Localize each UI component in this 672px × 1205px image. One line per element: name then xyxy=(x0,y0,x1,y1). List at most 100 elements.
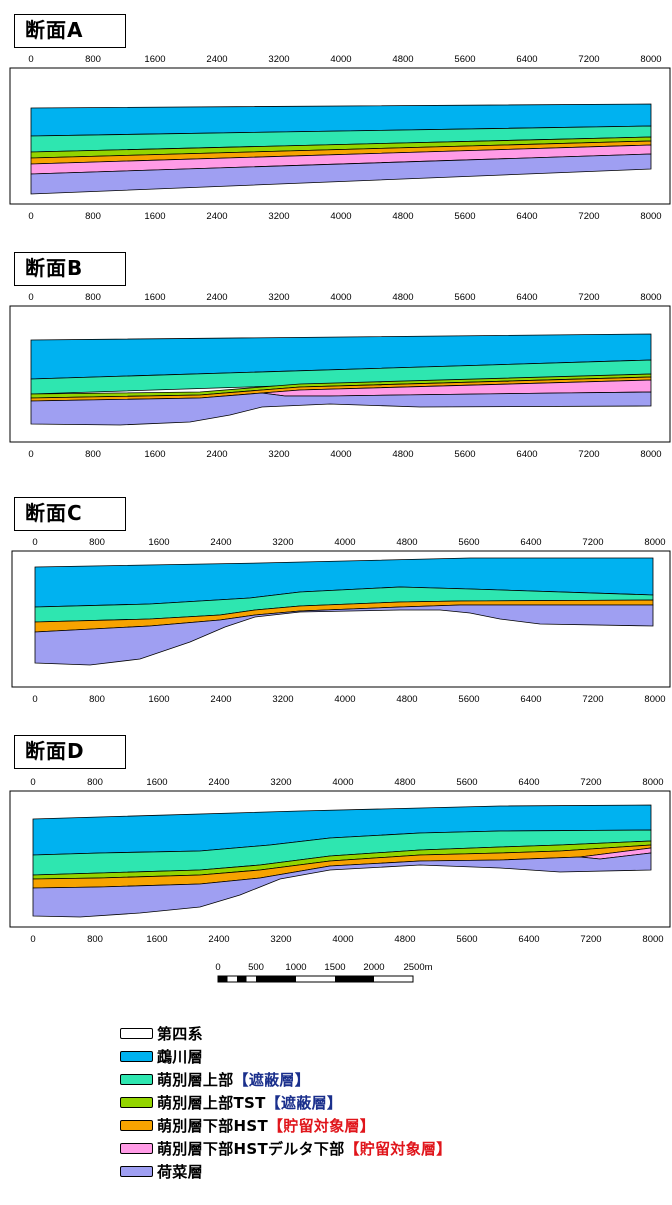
tick-label: 4800 xyxy=(392,54,413,65)
tick-label: 800 xyxy=(85,292,101,303)
tick-label: 800 xyxy=(85,211,101,222)
tick-label: 800 xyxy=(87,934,103,945)
legend-item: 萌別層上部TST 【遮蔽層】 xyxy=(120,1091,640,1114)
tick-label: 2400 xyxy=(210,694,231,705)
section-a-panel: 断面A 0 800 1600 2400 3200 4000 4800 5600 … xyxy=(0,14,672,222)
legend-swatch-unosgawa xyxy=(120,1051,153,1062)
legend-item: 萌別層上部 【遮蔽層】 xyxy=(120,1068,640,1091)
tick-label: 6400 xyxy=(516,211,537,222)
tick-label: 3200 xyxy=(268,449,289,460)
legend-item: 鵡川層 xyxy=(120,1045,640,1068)
tick-label: 0 xyxy=(28,54,33,65)
bottom-axis: 0 800 1600 2400 3200 4000 4800 5600 6400… xyxy=(28,449,661,460)
tick-label: 8000 xyxy=(642,934,663,945)
top-axis: 0 800 1600 2400 3200 4000 4800 5600 6400… xyxy=(30,777,663,788)
legend-label: 萌別層下部HST xyxy=(157,1117,268,1135)
legend-label: 萌別層上部 xyxy=(157,1071,234,1089)
scale-label: 500 xyxy=(248,962,264,973)
tick-label: 800 xyxy=(89,537,105,548)
tick-label: 4000 xyxy=(330,449,351,460)
scale-bar-segments xyxy=(217,975,414,983)
tick-label: 1600 xyxy=(144,449,165,460)
legend-swatch-upper-tst xyxy=(120,1097,153,1108)
tick-label: 6400 xyxy=(520,694,541,705)
tick-label: 8000 xyxy=(640,54,661,65)
tick-label: 1600 xyxy=(144,211,165,222)
legend: 第四系 鵡川層 萌別層上部 【遮蔽層】 萌別層上部TST 【遮蔽層】 萌別層下部… xyxy=(120,1022,640,1183)
section-d-panel: 断面D 0 800 1600 2400 3200 4000 4800 5600 … xyxy=(0,735,672,945)
tick-label: 2400 xyxy=(210,537,231,548)
legend-item: 萌別層下部HSTデルタ下部 【貯留対象層】 xyxy=(120,1137,640,1160)
tick-label: 3200 xyxy=(268,292,289,303)
tick-label: 4800 xyxy=(396,694,417,705)
legend-label: 萌別層下部HSTデルタ下部 xyxy=(157,1140,345,1158)
section-title: 断面A xyxy=(14,14,126,48)
tick-label: 3200 xyxy=(268,211,289,222)
legend-item: 第四系 xyxy=(120,1022,640,1045)
tick-label: 0 xyxy=(32,694,37,705)
top-axis: 0 800 1600 2400 3200 4000 4800 5600 6400… xyxy=(28,292,661,303)
tick-label: 2400 xyxy=(206,211,227,222)
layer-kana xyxy=(34,604,654,666)
tick-label: 0 xyxy=(28,292,33,303)
tick-label: 4800 xyxy=(392,211,413,222)
tick-label: 1600 xyxy=(148,537,169,548)
scale-label: 1000 xyxy=(285,962,306,973)
tick-label: 7200 xyxy=(578,54,599,65)
scale-label: 1500 xyxy=(324,962,345,973)
top-axis: 0 800 1600 2400 3200 4000 4800 5600 6400… xyxy=(28,54,661,65)
layer-kana xyxy=(30,391,652,426)
tick-label: 4000 xyxy=(330,292,351,303)
tick-label: 4000 xyxy=(334,694,355,705)
tick-label: 6400 xyxy=(516,292,537,303)
tick-label: 4800 xyxy=(392,449,413,460)
tick-label: 7200 xyxy=(580,934,601,945)
legend-tag: 【貯留対象層】 xyxy=(268,1117,376,1135)
bottom-axis: 0 800 1600 2400 3200 4000 4800 5600 6400… xyxy=(30,934,663,945)
tick-label: 4800 xyxy=(396,537,417,548)
tick-label: 7200 xyxy=(582,537,603,548)
section-b-panel: 断面B 0 800 1600 2400 3200 4000 4800 5600 … xyxy=(0,252,672,460)
legend-swatch-upper xyxy=(120,1074,153,1085)
tick-label: 8000 xyxy=(644,694,665,705)
legend-item: 萌別層下部HST 【貯留対象層】 xyxy=(120,1114,640,1137)
tick-label: 800 xyxy=(89,694,105,705)
tick-label: 7200 xyxy=(578,292,599,303)
legend-item: 荷菜層 xyxy=(120,1160,640,1183)
scale-label: 0 xyxy=(215,962,220,973)
legend-label: 萌別層上部TST xyxy=(157,1094,266,1112)
tick-label: 2400 xyxy=(206,449,227,460)
legend-label: 第四系 xyxy=(157,1025,203,1043)
tick-label: 0 xyxy=(30,934,35,945)
legend-tag: 【貯留対象層】 xyxy=(344,1140,452,1158)
legend-tag: 【遮蔽層】 xyxy=(233,1071,311,1089)
tick-label: 5600 xyxy=(458,694,479,705)
tick-label: 6400 xyxy=(520,537,541,548)
layer-kana xyxy=(32,852,652,918)
tick-label: 4800 xyxy=(392,292,413,303)
tick-label: 6400 xyxy=(516,54,537,65)
tick-label: 6400 xyxy=(518,934,539,945)
tick-label: 2400 xyxy=(208,934,229,945)
tick-label: 5600 xyxy=(456,934,477,945)
tick-label: 800 xyxy=(85,54,101,65)
tick-label: 4000 xyxy=(332,934,353,945)
tick-label: 0 xyxy=(32,537,37,548)
top-axis: 0 800 1600 2400 3200 4000 4800 5600 6400… xyxy=(32,537,665,548)
tick-label: 2400 xyxy=(206,54,227,65)
scale-label: 2500m xyxy=(403,962,432,973)
tick-label: 1600 xyxy=(146,777,167,788)
tick-label: 8000 xyxy=(640,211,661,222)
tick-label: 8000 xyxy=(640,292,661,303)
tick-label: 5600 xyxy=(454,292,475,303)
tick-label: 6400 xyxy=(516,449,537,460)
tick-label: 7200 xyxy=(578,449,599,460)
tick-label: 5600 xyxy=(454,54,475,65)
cross-section-d: 0 800 1600 2400 3200 4000 4800 5600 6400… xyxy=(9,777,671,945)
scale-bar: 0 500 1000 1500 2000 2500m xyxy=(215,962,433,983)
scale-labels: 0 500 1000 1500 2000 2500m xyxy=(215,962,432,973)
tick-label: 2400 xyxy=(206,292,227,303)
tick-label: 1600 xyxy=(148,694,169,705)
tick-label: 1600 xyxy=(144,54,165,65)
tick-label: 3200 xyxy=(268,54,289,65)
